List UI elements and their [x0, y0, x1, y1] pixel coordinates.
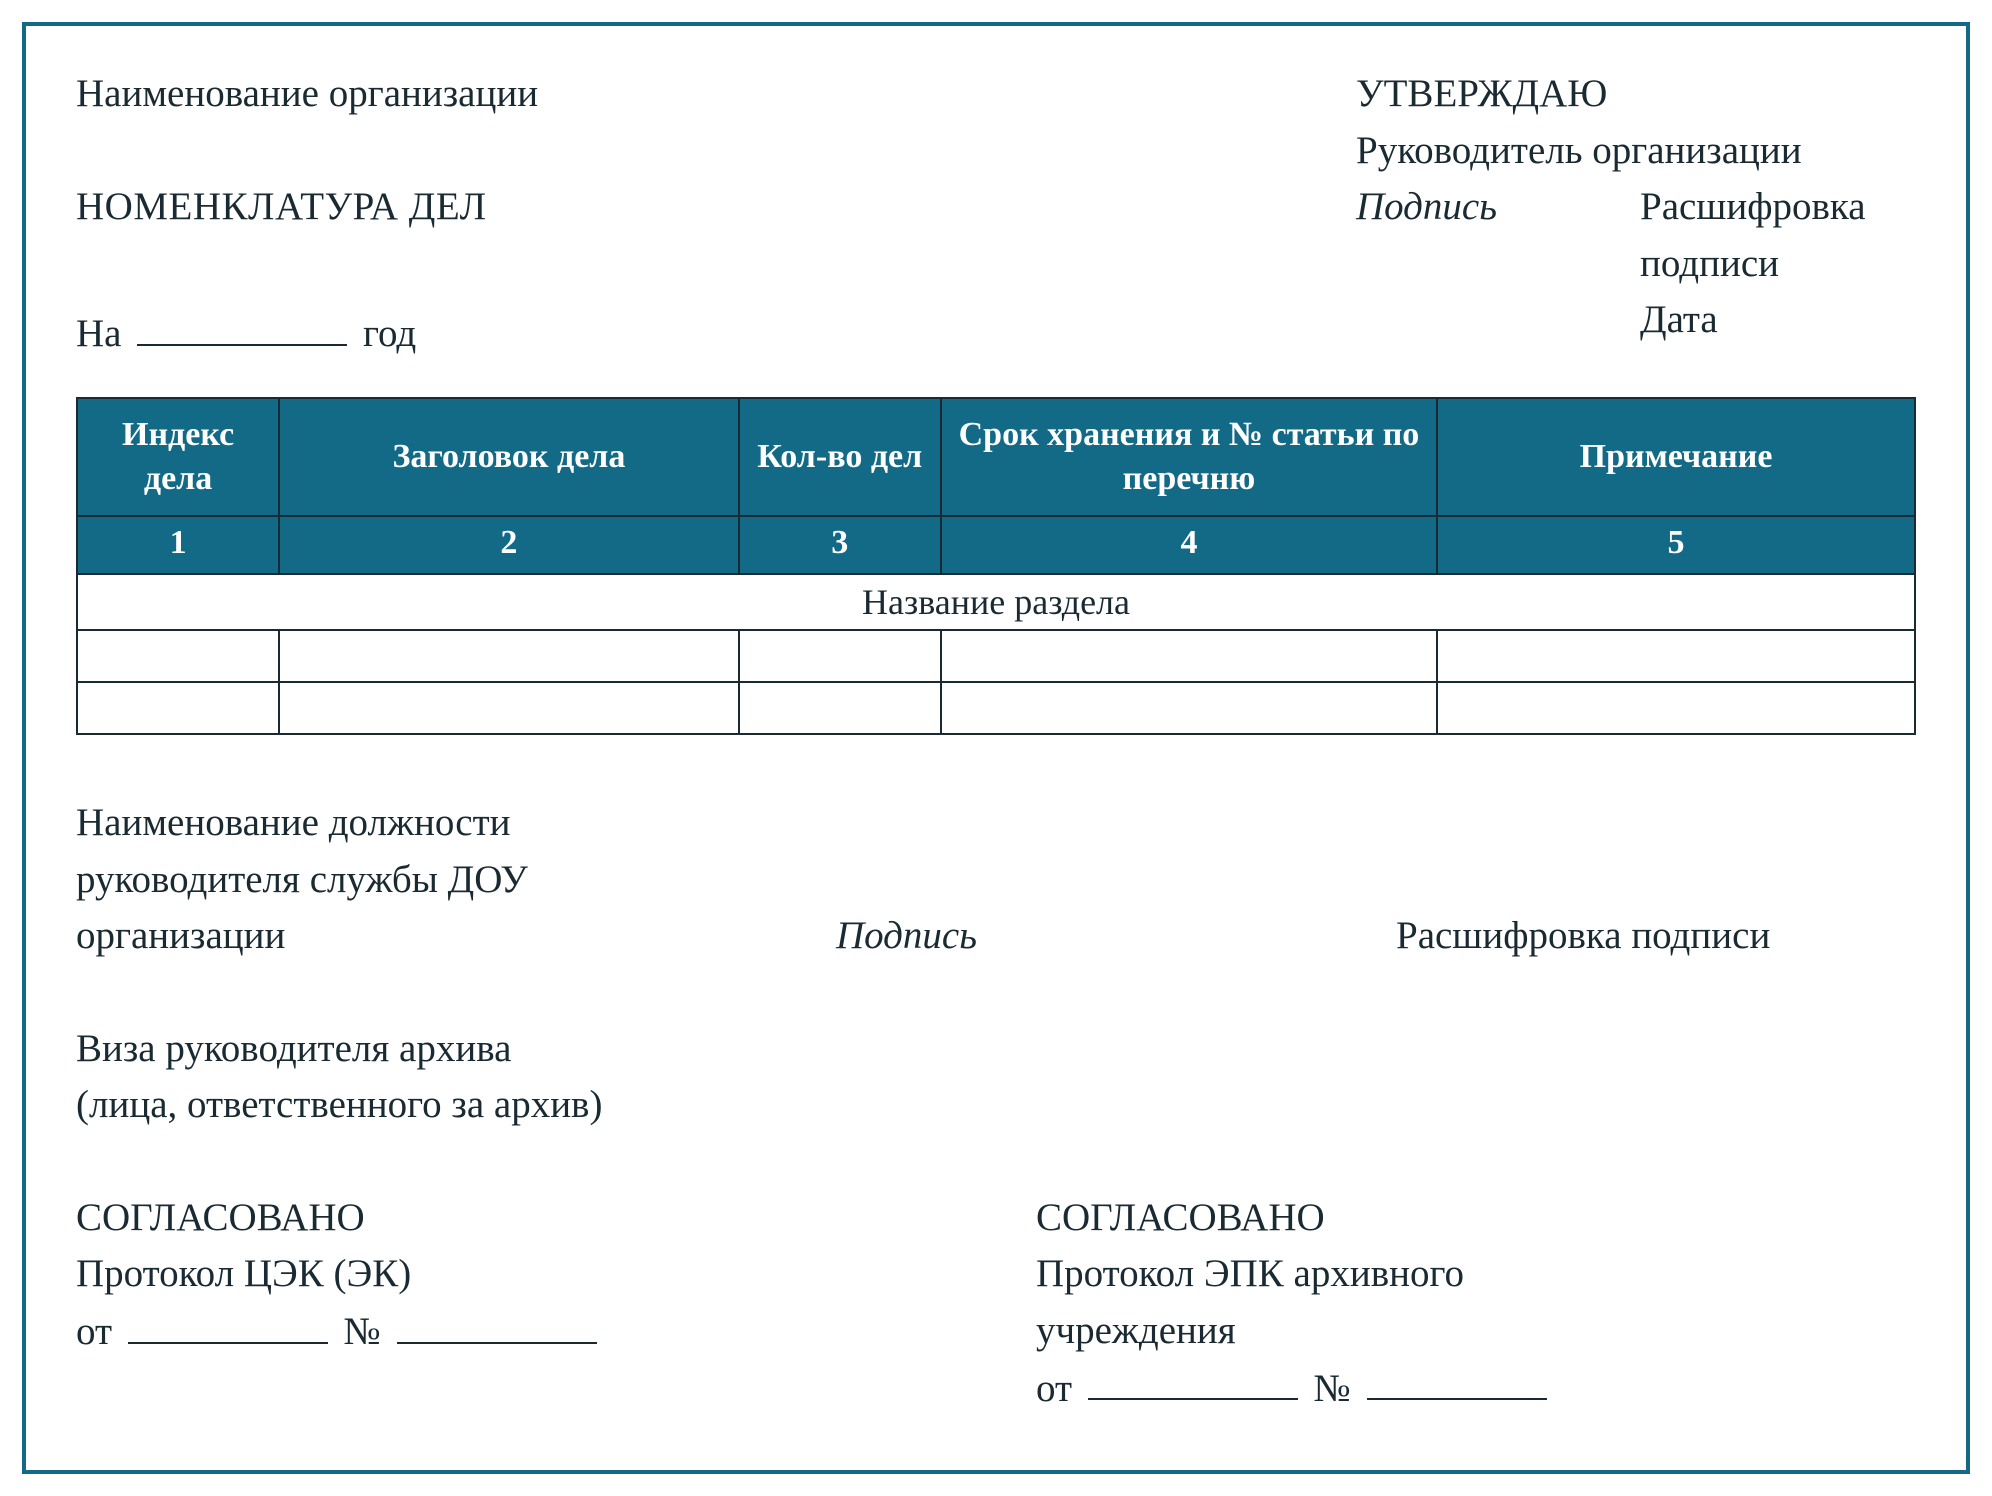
table-cell[interactable] [941, 682, 1437, 734]
table-section-row: Название раздела [77, 574, 1915, 630]
table-row [77, 682, 1915, 734]
table-cell[interactable] [1437, 630, 1915, 682]
table-cell[interactable] [279, 630, 739, 682]
year-suffix: год [363, 312, 416, 355]
approve-word: УТВЕРЖДАЮ [1356, 66, 1916, 123]
table-header-cell: Кол-во дел [739, 398, 941, 516]
visa-line1: Виза руководителя архива [76, 1021, 1916, 1078]
dou-position-line1: Наименование должности [76, 795, 776, 852]
table-cell[interactable] [77, 682, 279, 734]
header-left: Наименование организации НОМЕНКЛАТУРА ДЕ… [76, 66, 1356, 363]
agreed-left-block: СОГЛАСОВАНО Протокол ЦЭК (ЭК) от № [76, 1190, 1036, 1417]
table-colnum-cell: 2 [279, 516, 739, 574]
table-cell[interactable] [739, 682, 941, 734]
signature-label: Подпись [1356, 179, 1616, 292]
year-blank[interactable] [137, 305, 347, 346]
table-colnum-cell: 1 [77, 516, 279, 574]
table-cell[interactable] [739, 630, 941, 682]
visa-block: Виза руководителя архива (лица, ответств… [76, 1021, 1916, 1134]
date-label: Дата [1640, 292, 1916, 349]
dou-position-line3: организации [76, 908, 776, 965]
table-cell[interactable] [279, 682, 739, 734]
table-row [77, 630, 1915, 682]
agreed-right-protocol-l2: учреждения [1036, 1303, 1916, 1360]
header-row: Наименование организации НОМЕНКЛАТУРА ДЕ… [76, 66, 1916, 363]
table-header-cell: Срок хранения и № статьи по перечню [941, 398, 1437, 516]
agreed-right-from-line: от № [1036, 1360, 1916, 1417]
agreed-left-protocol: Протокол ЦЭК (ЭК) [76, 1246, 1036, 1303]
table-cell[interactable] [1437, 682, 1915, 734]
table-colnum-cell: 3 [739, 516, 941, 574]
table-header-cell: Индекс дела [77, 398, 279, 516]
agreed-left-from: от [76, 1310, 112, 1353]
document-title: НОМЕНКЛАТУРА ДЕЛ [76, 179, 1356, 236]
table-colnum-cell: 5 [1437, 516, 1915, 574]
org-name-label: Наименование организации [76, 66, 1356, 123]
table-section-title: Название раздела [77, 574, 1915, 630]
table-header-row: Индекс делаЗаголовок делаКол-во делСрок … [77, 398, 1915, 516]
table-header-cell: Примечание [1437, 398, 1915, 516]
dou-signature-label: Подпись [836, 914, 977, 957]
agreed-left-date-blank[interactable] [128, 1303, 328, 1344]
approval-block: УТВЕРЖДАЮ Руководитель организации Подпи… [1356, 66, 1916, 349]
table-body: Название раздела [77, 574, 1915, 734]
year-prefix: На [76, 312, 121, 355]
nomenclature-table: Индекс делаЗаголовок делаКол-во делСрок … [76, 397, 1916, 736]
table-cell[interactable] [941, 630, 1437, 682]
agreed-right-from: от [1036, 1366, 1072, 1409]
dou-position-line2: руководителя службы ДОУ [76, 852, 776, 909]
agreed-right-block: СОГЛАСОВАНО Протокол ЭПК архивного учреж… [1036, 1190, 1916, 1417]
year-line: На год [76, 305, 1356, 362]
agreed-right-num-blank[interactable] [1367, 1360, 1547, 1401]
table-cell[interactable] [77, 630, 279, 682]
dou-signature-block: Наименование должности руководителя служ… [76, 795, 1916, 1417]
agreed-left-title: СОГЛАСОВАНО [76, 1190, 1036, 1247]
table-colnum-cell: 4 [941, 516, 1437, 574]
agreed-right-protocol-l1: Протокол ЭПК архивного [1036, 1246, 1916, 1303]
agreed-left-num-blank[interactable] [397, 1303, 597, 1344]
decipher-label: Расшифровка подписи [1640, 179, 1916, 292]
agreed-left-from-line: от № [76, 1303, 1036, 1360]
manager-label: Руководитель организации [1356, 123, 1916, 180]
agreed-left-num-symbol: № [344, 1310, 381, 1353]
table-header-cell: Заголовок дела [279, 398, 739, 516]
agreed-row: СОГЛАСОВАНО Протокол ЦЭК (ЭК) от № СОГЛА… [76, 1190, 1916, 1417]
agreed-right-date-blank[interactable] [1088, 1360, 1298, 1401]
page: Наименование организации НОМЕНКЛАТУРА ДЕ… [0, 0, 1992, 1496]
agreed-right-num-symbol: № [1314, 1366, 1351, 1409]
agreed-right-title: СОГЛАСОВАНО [1036, 1190, 1916, 1247]
document-frame: Наименование организации НОМЕНКЛАТУРА ДЕ… [22, 22, 1970, 1474]
table-number-row: 12345 [77, 516, 1915, 574]
dou-decipher-label: Расшифровка подписи [1396, 914, 1770, 957]
visa-line2: (лица, ответственного за архив) [76, 1077, 1916, 1134]
